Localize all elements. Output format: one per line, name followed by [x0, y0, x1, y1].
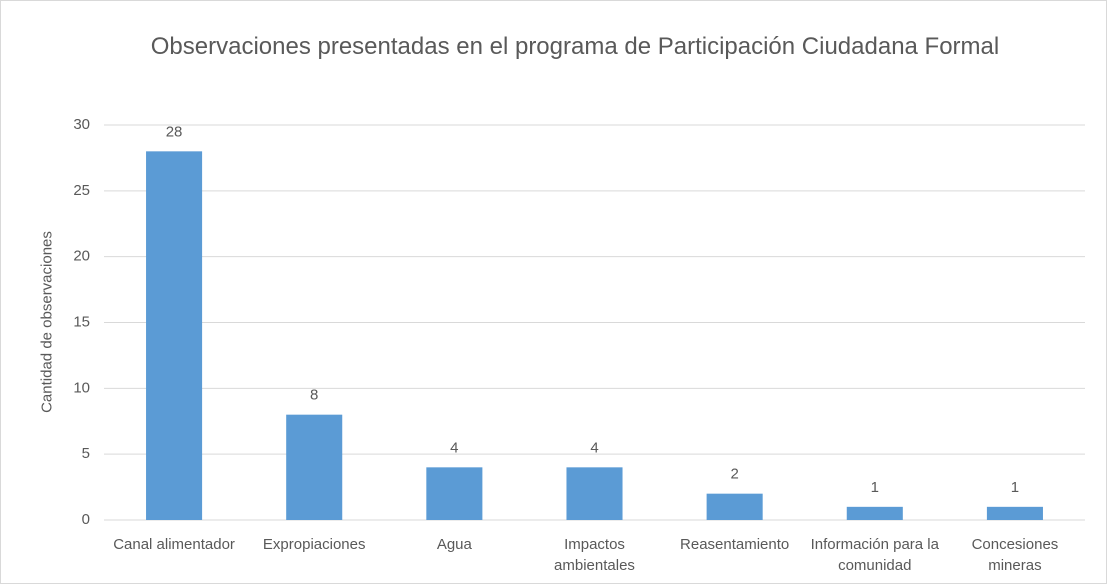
data-label: 28 [166, 123, 183, 140]
x-tick-label: Agua [436, 536, 472, 553]
data-label: 2 [730, 466, 738, 483]
y-tick-label: 30 [73, 116, 90, 133]
data-label: 4 [590, 439, 598, 456]
bar [566, 467, 623, 520]
x-tick-label: Canal alimentador [113, 536, 235, 553]
x-tick-label: Expropiaciones [262, 536, 366, 553]
y-tick-label: 10 [73, 379, 90, 396]
chart-title: Observaciones presentadas en el programa… [150, 33, 1000, 60]
bar [986, 506, 1043, 520]
data-label: 1 [871, 479, 879, 496]
bar [426, 467, 483, 520]
y-tick-label: 20 [73, 248, 90, 265]
bar [146, 151, 203, 521]
x-tick-label: Concesiones mineras [971, 536, 1059, 574]
x-tick-label: Impactos ambientales [554, 536, 635, 574]
y-tick-label: 0 [82, 511, 90, 528]
bar [706, 493, 763, 520]
x-tick-label: Reasentamiento [680, 536, 790, 553]
y-axis-label: Cantidad de observaciones [38, 231, 56, 413]
bar [846, 506, 903, 520]
y-tick-label: 5 [82, 445, 90, 462]
data-label: 4 [450, 439, 458, 456]
y-tick-label: 25 [73, 182, 90, 199]
data-label: 8 [310, 387, 318, 404]
bar [286, 414, 343, 520]
data-label: 1 [1011, 479, 1019, 496]
y-tick-label: 15 [73, 313, 90, 330]
x-tick-label: Información para la comunidad [810, 536, 939, 574]
